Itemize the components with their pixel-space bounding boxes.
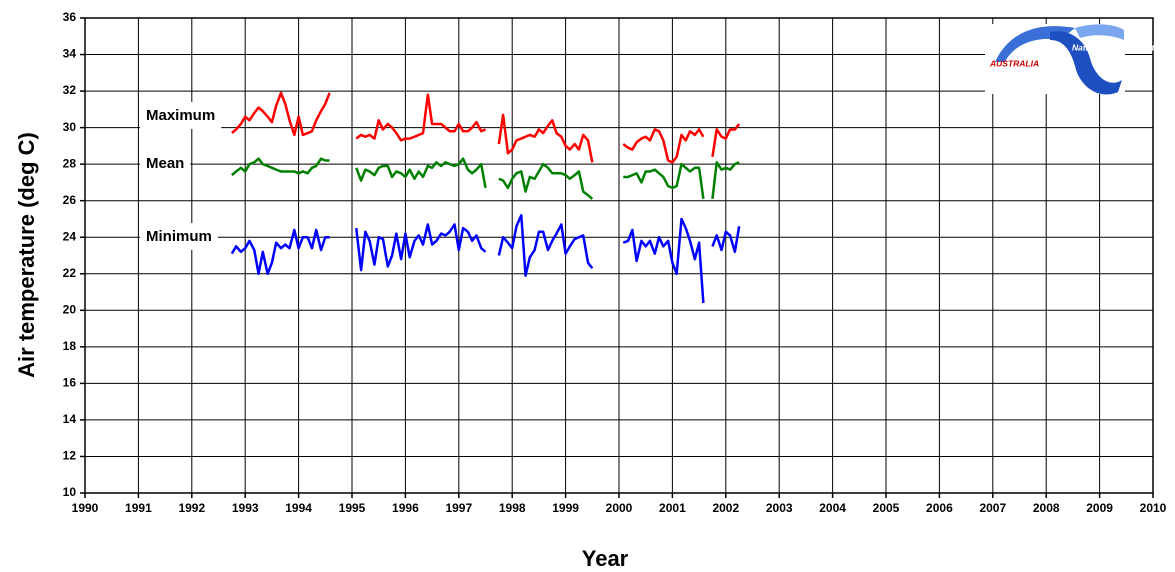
y-tick-label: 34 xyxy=(63,47,77,61)
annotation-label: Mean xyxy=(146,155,184,172)
x-axis-title: Year xyxy=(582,546,629,571)
y-tick-label: 24 xyxy=(63,229,77,243)
x-tick-label: 2009 xyxy=(1086,501,1113,515)
y-tick-label: 10 xyxy=(63,485,77,499)
annotation-background xyxy=(140,222,218,250)
x-tick-label: 2005 xyxy=(873,501,900,515)
y-tick-label: 18 xyxy=(63,339,77,353)
x-tick-label: 2010 xyxy=(1140,501,1167,515)
y-axis-title: Air temperature (deg C) xyxy=(14,132,39,378)
annotation-label: Minimum xyxy=(146,228,212,245)
y-tick-label: 30 xyxy=(63,120,77,134)
y-tick-label: 16 xyxy=(63,376,77,390)
y-tick-label: 26 xyxy=(63,193,77,207)
x-tick-label: 2003 xyxy=(766,501,793,515)
logo-swoosh xyxy=(1075,24,1124,40)
y-tick-label: 12 xyxy=(63,449,77,463)
logo: National Tidal Facility AUSTRALIA xyxy=(985,24,1160,95)
annotation: Maximum xyxy=(140,101,222,129)
logo-text: National Tidal Facility xyxy=(1072,42,1160,52)
y-tick-label: 20 xyxy=(63,302,77,316)
x-tick-label: 2000 xyxy=(606,501,633,515)
x-tick-label: 1990 xyxy=(72,501,99,515)
annotations: Maximum Mean Minimum xyxy=(140,101,222,250)
y-tick-label: 14 xyxy=(63,412,77,426)
logo-swoosh xyxy=(1050,31,1122,95)
x-tick-label: 2008 xyxy=(1033,501,1060,515)
x-tick-label: 1996 xyxy=(392,501,419,515)
x-tick-label: 2006 xyxy=(926,501,953,515)
x-tick-label: 1999 xyxy=(552,501,579,515)
x-tick-label: 2002 xyxy=(712,501,739,515)
x-tick-label: 1995 xyxy=(339,501,366,515)
y-tick-label: 22 xyxy=(63,266,77,280)
x-tick-label: 1991 xyxy=(125,501,152,515)
annotation: Mean xyxy=(140,149,191,177)
annotation-background xyxy=(140,149,191,177)
x-tick-label: 1993 xyxy=(232,501,259,515)
y-tick-label: 32 xyxy=(63,83,77,97)
plot-frame xyxy=(84,17,1154,494)
series-line xyxy=(231,91,741,164)
x-tick-label: 2007 xyxy=(979,501,1006,515)
grid xyxy=(80,17,1154,498)
series-line xyxy=(230,214,741,304)
y-tick-label: 28 xyxy=(63,156,77,170)
x-tick-label: 1997 xyxy=(445,501,472,515)
logo-text: AUSTRALIA xyxy=(989,58,1039,68)
x-tick-label: 1998 xyxy=(499,501,526,515)
annotation: Minimum xyxy=(140,222,218,250)
series-line xyxy=(231,157,740,200)
x-tick-label: 2004 xyxy=(819,501,846,515)
x-tick-label: 2001 xyxy=(659,501,686,515)
x-tick-label: 1992 xyxy=(178,501,205,515)
y-tick-label: 36 xyxy=(63,10,77,24)
x-tick-label: 1994 xyxy=(285,501,312,515)
series-group xyxy=(230,91,741,304)
annotation-label: Maximum xyxy=(146,107,215,124)
annotation-background xyxy=(140,101,222,129)
